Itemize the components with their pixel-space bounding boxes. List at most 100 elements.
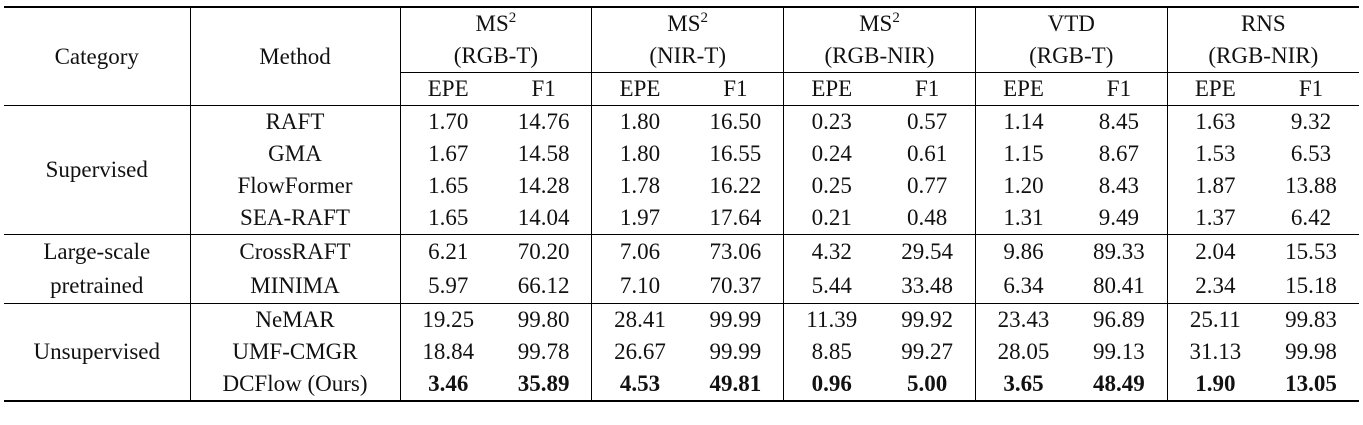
header-row: (RGB-T) (NIR-T) (RGB-NIR) (RGB-T) (RGB-NIR) (4, 40, 1359, 73)
value-cell: 8.43 (1098, 173, 1140, 198)
value-cell: 6.42 (1290, 205, 1332, 230)
value-cell: 0.61 (907, 141, 948, 166)
group-name: VTD (1047, 11, 1095, 36)
group-sup: 2 (508, 10, 517, 26)
value-cell: 80.41 (1093, 273, 1145, 298)
value-cell: 31.13 (1166, 336, 1264, 368)
group-sub: (RGB-NIR) (1166, 40, 1359, 73)
results-table: Category Method MS2 MS2 MS2 VTD RNS (RGB-T) (NIR… (4, 6, 1359, 402)
value-cell: 0.96 (783, 368, 880, 402)
value-cell: 28.05 (974, 336, 1072, 368)
value-cell: 19.25 (399, 303, 496, 336)
method-cell: NeMAR (189, 303, 400, 336)
body-row: Supervised RAFT 1.70 14.76 1.80 16.50 0.23 0.57… (4, 105, 1359, 235)
value-cell: 7.10 (591, 269, 688, 304)
value-cell: 0.21 (783, 202, 880, 235)
value-cell: 8.85 (783, 336, 880, 368)
group-header: MS2 (399, 6, 592, 40)
value-cell: 99.27 (901, 339, 954, 364)
value-cell: 1.31 (974, 202, 1072, 235)
value-cell: 15.18 (1285, 273, 1337, 298)
value-cell: 1.15 (974, 138, 1072, 170)
value-cell: 13.88 (1285, 173, 1337, 198)
method-cell: MINIMA (189, 269, 400, 304)
value-cell: 0.24 (783, 138, 880, 170)
category-cell: Supervised (4, 105, 190, 235)
value-cell: 26.67 (591, 336, 688, 368)
value-cell: 14.28 (517, 173, 570, 198)
method-cell: DCFlow (Ours) (189, 368, 400, 402)
value-cell: 33.48 (901, 273, 954, 298)
value-cell: 70.37 (709, 273, 762, 298)
value-cell: 99.13 (1093, 339, 1145, 364)
body-row: MINIMA 5.97 66.12 7.10 70.37 5.44 33.48 6.34 80.… (4, 269, 1359, 304)
value-cell: 1.90 (1166, 368, 1264, 402)
value-cell: 3.46 (399, 368, 496, 402)
metric-header: F1 (723, 76, 748, 101)
group-name: MS (475, 11, 509, 36)
metric-header: EPE (783, 72, 880, 106)
metric-header: F1 (1106, 76, 1132, 101)
value-cell: 17.64 (709, 205, 762, 230)
value-cell: 1.80 (591, 105, 688, 138)
value-cell: 9.32 (1263, 105, 1359, 138)
value-cell: 5.00 (879, 368, 976, 402)
value-cell: 4.53 (591, 368, 688, 402)
value-cell: 70.20 (495, 234, 592, 269)
group-header: MS2 (783, 6, 976, 40)
value-cell: 49.81 (687, 368, 784, 402)
value-cell: 4.32 (783, 234, 880, 269)
group-header: MS2 (591, 6, 784, 40)
value-cell: 5.97 (399, 269, 496, 304)
value-cell: 99.80 (495, 303, 592, 336)
metric-header: F1 (1298, 76, 1324, 101)
value-cell: 99.83 (1263, 303, 1359, 336)
method-cell: CrossRAFT (189, 234, 400, 269)
body-row: Unsupervised NeMAR 19.25 99.80 28.41 99.99 11.… (4, 303, 1359, 402)
value-cell: 1.67 (399, 138, 496, 170)
value-cell: 99.98 (1285, 339, 1337, 364)
metric-header: F1 (915, 76, 940, 101)
value-cell: 7.06 (591, 234, 688, 269)
value-cell: 1.37 (1166, 202, 1264, 235)
group-header: RNS (1166, 6, 1359, 40)
method-cell: RAFT (189, 105, 400, 138)
value-cell: 0.57 (879, 105, 976, 138)
category-cell: Unsupervised (4, 303, 190, 402)
group-name: RNS (1240, 11, 1286, 36)
metric-header: F1 (531, 76, 556, 101)
group-sub: (RGB-T) (399, 40, 592, 73)
value-cell: 13.05 (1263, 368, 1359, 402)
metric-header: EPE (591, 72, 688, 106)
value-cell: 9.49 (1098, 205, 1140, 230)
value-cell: 0.48 (907, 205, 948, 230)
value-cell: 15.53 (1263, 234, 1359, 269)
value-cell: 1.63 (1166, 105, 1264, 138)
category-cell: Large-scale pretrained (4, 234, 190, 304)
value-cell: 8.67 (1098, 141, 1140, 166)
table-header: Category Method MS2 MS2 MS2 VTD RNS (RGB-T) (NIR… (4, 6, 1359, 106)
value-cell: 1.78 (591, 170, 688, 202)
table-body: Supervised RAFT 1.70 14.76 1.80 16.50 0.23 0.57… (4, 105, 1359, 402)
value-cell: 99.78 (517, 339, 570, 364)
group-sub: (RGB-T) (974, 40, 1168, 73)
value-cell: 48.49 (1071, 368, 1168, 402)
value-cell: 9.86 (974, 234, 1072, 269)
value-cell: 0.25 (783, 170, 880, 202)
value-cell: 1.65 (399, 202, 496, 235)
value-cell: 18.84 (399, 336, 496, 368)
group-sup: 2 (700, 10, 709, 26)
value-cell: 28.41 (591, 303, 688, 336)
value-cell: 14.76 (495, 105, 592, 138)
value-cell: 35.89 (495, 368, 592, 402)
body-row: GMA 1.67 14.58 1.80 16.55 0.24 0.61 1.15 8.67 1.5… (4, 138, 1359, 170)
value-cell: 99.99 (709, 339, 762, 364)
value-cell: 25.11 (1166, 303, 1264, 336)
value-cell: 14.58 (517, 141, 570, 166)
method-cell: SEA-RAFT (189, 202, 400, 235)
body-row: DCFlow (Ours) 3.46 35.89 4.53 49.81 0.96 5.00 3… (4, 368, 1359, 402)
body-row: SEA-RAFT 1.65 14.04 1.97 17.64 0.21 0.48 1.31 9.… (4, 202, 1359, 235)
header-row: Category Method MS2 MS2 MS2 VTD RNS (4, 6, 1359, 106)
value-cell: 16.55 (709, 141, 762, 166)
